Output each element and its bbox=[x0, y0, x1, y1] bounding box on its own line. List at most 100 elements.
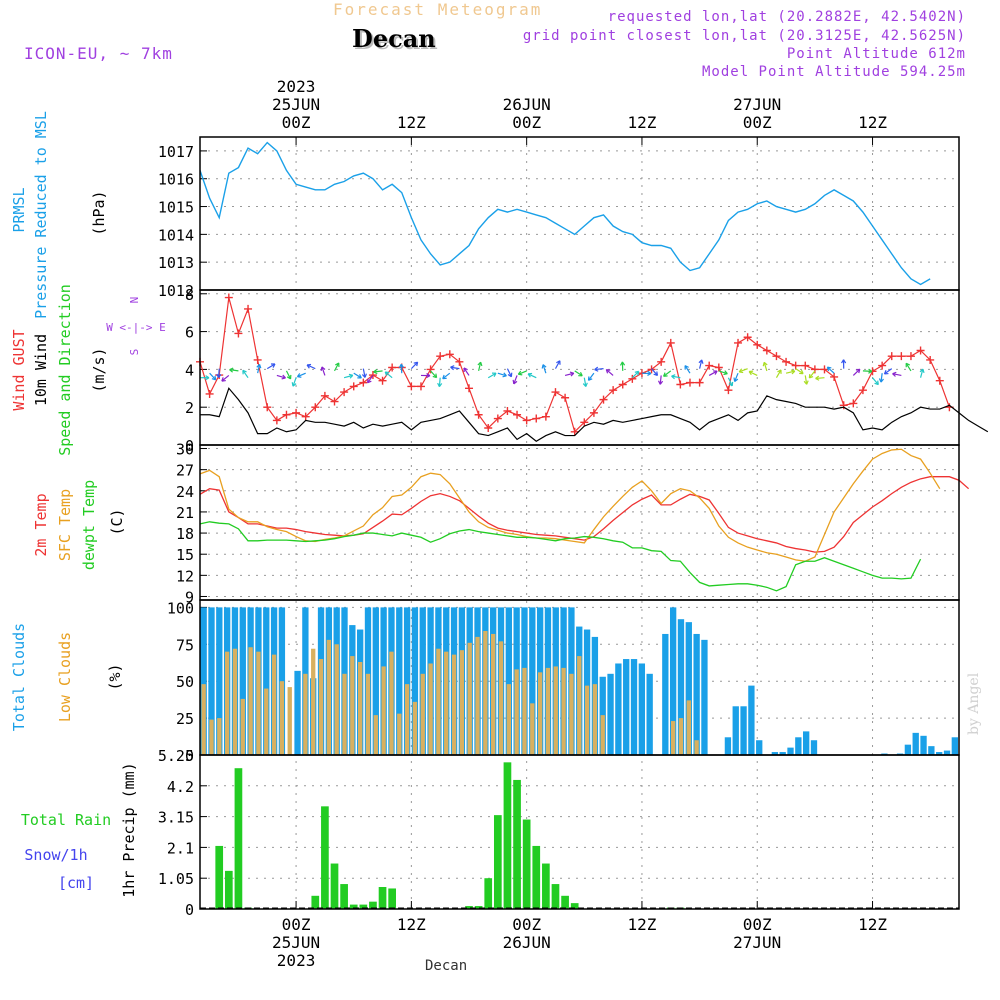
total-cloud-bar bbox=[208, 607, 215, 755]
low-cloud-bar bbox=[217, 718, 222, 755]
wind-arrow-head bbox=[657, 380, 664, 385]
gust-marker bbox=[695, 378, 704, 387]
total-cloud-bar bbox=[724, 737, 732, 755]
wind-arrow-head bbox=[384, 371, 390, 376]
wind-arrow bbox=[919, 368, 924, 378]
wind-arrow-head bbox=[286, 374, 292, 380]
wind-arrow bbox=[808, 370, 816, 379]
wind-arrow-head bbox=[883, 370, 889, 375]
y-tick-label: 0 bbox=[185, 747, 194, 765]
wind-arrow-head bbox=[398, 363, 405, 368]
temp-unit-label: (C) bbox=[108, 508, 126, 535]
low-cloud-bar bbox=[545, 667, 551, 755]
gust-marker bbox=[743, 333, 752, 342]
total-cloud-bar bbox=[928, 746, 935, 755]
low-cloud-bar bbox=[491, 633, 496, 755]
total-cloud-bar bbox=[810, 740, 818, 755]
gust-marker bbox=[858, 386, 867, 395]
wind-arrow-head bbox=[334, 362, 340, 367]
wind10-label: 10m Wind bbox=[32, 334, 50, 406]
total-cloud-bar bbox=[200, 607, 207, 755]
wind-arrow-head bbox=[361, 373, 367, 378]
wind-arrow bbox=[872, 377, 879, 385]
y-tick-label: 6 bbox=[185, 324, 194, 342]
precip-bar bbox=[474, 906, 483, 909]
wind-arrow-head bbox=[919, 368, 925, 374]
y-tick-label: 2.1 bbox=[167, 839, 194, 857]
wind-arrow bbox=[684, 365, 691, 374]
gust-marker bbox=[465, 384, 474, 393]
low-cloud-bar bbox=[467, 642, 472, 755]
wind-arrow-head bbox=[855, 368, 861, 374]
low-cloud-bar bbox=[271, 654, 277, 755]
wind-arrow bbox=[651, 368, 658, 376]
gust-marker bbox=[561, 393, 570, 402]
wind-arrow-head bbox=[799, 369, 804, 375]
wind-arrow bbox=[438, 377, 441, 387]
gust-marker bbox=[445, 350, 454, 359]
low-cloud-bar bbox=[209, 719, 214, 755]
y-tick-label: 5.25 bbox=[158, 747, 194, 765]
gust-marker bbox=[234, 329, 243, 338]
precip-bar bbox=[561, 895, 569, 909]
wind-arrow-head bbox=[878, 378, 884, 383]
wind-arrow bbox=[506, 368, 512, 377]
panel-frame bbox=[199, 444, 960, 601]
wind-arrow-head bbox=[684, 365, 689, 370]
wind-arrow bbox=[343, 374, 353, 379]
gust-marker bbox=[589, 408, 598, 417]
y-tick-label: 8 bbox=[185, 286, 194, 304]
time-tick-top: 00Z bbox=[743, 113, 772, 132]
gust-marker bbox=[301, 412, 310, 421]
precip-bar bbox=[388, 888, 396, 909]
total-cloud-bar bbox=[756, 740, 763, 755]
wind-arrow bbox=[362, 368, 366, 378]
low-cloud-bar bbox=[483, 631, 488, 755]
wind-arrow bbox=[852, 368, 861, 376]
wind-arrow-head bbox=[803, 380, 809, 385]
wind-arrow bbox=[518, 370, 527, 375]
wind-arrow bbox=[588, 372, 595, 381]
pressure-label-2: Pressure Reduced to MSL bbox=[32, 111, 50, 319]
low-cloud-bar bbox=[365, 673, 371, 755]
pressure-unit-label: (hPa) bbox=[90, 190, 108, 235]
wind-arrow-head bbox=[569, 371, 575, 377]
snow-label: Snow/1h bbox=[24, 846, 87, 864]
low-cloud-bar bbox=[420, 673, 425, 755]
gust-marker bbox=[378, 376, 387, 385]
wind10-line bbox=[200, 387, 989, 442]
wind-arrow-head bbox=[296, 373, 302, 378]
low-cloud-bar bbox=[318, 659, 324, 755]
wind-arrow-head bbox=[578, 371, 583, 377]
header-title: Forecast Meteogram bbox=[333, 0, 543, 19]
gust-marker bbox=[224, 293, 233, 302]
gust-marker bbox=[878, 361, 887, 370]
wind-arrow bbox=[880, 373, 883, 383]
wind-arrow-head bbox=[733, 377, 739, 382]
total-cloud-bar bbox=[403, 607, 411, 755]
time-tick-bottom: 12Z bbox=[397, 915, 426, 934]
wind-arrow bbox=[478, 361, 482, 372]
wind-arrow-head bbox=[507, 372, 513, 378]
total-cloud-bar bbox=[912, 732, 919, 755]
low-cloud-bar bbox=[342, 673, 347, 755]
wind-arrow-head bbox=[905, 362, 911, 368]
location-title: Decan bbox=[352, 24, 436, 53]
total-cloud-bar bbox=[951, 737, 958, 755]
y-tick-label: 15 bbox=[176, 546, 194, 564]
wind-arrow-head bbox=[502, 372, 507, 378]
gust-marker bbox=[887, 352, 896, 361]
gust-line bbox=[199, 297, 950, 433]
wind-arrow-head bbox=[357, 374, 362, 379]
gust-marker bbox=[666, 338, 675, 347]
wind-arrow-head bbox=[320, 366, 326, 371]
gust-marker bbox=[474, 410, 483, 419]
gust-marker bbox=[253, 355, 262, 364]
wind-unit-label: (m/s) bbox=[90, 347, 108, 392]
wind-arrow-head bbox=[229, 367, 234, 373]
low-cloud-bar bbox=[444, 651, 449, 755]
wind-arrow-head bbox=[777, 369, 782, 374]
wind-arrow bbox=[763, 362, 768, 372]
gust-marker bbox=[272, 416, 281, 425]
wind-arrow-head bbox=[291, 382, 297, 387]
